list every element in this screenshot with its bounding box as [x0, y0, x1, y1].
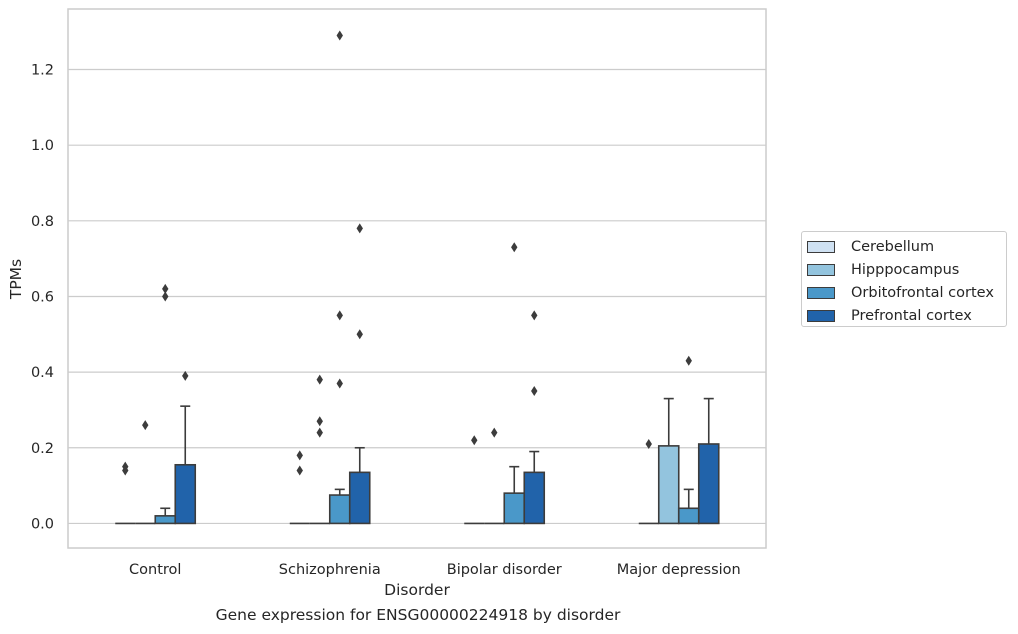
outlier-point — [336, 378, 343, 389]
y-tick-label: 1.0 — [31, 138, 54, 154]
y-tick-label: 0.6 — [31, 289, 54, 305]
bars — [115, 443, 720, 525]
legend-item-cerebellum: Cerebellum — [807, 235, 1006, 258]
outlier-point — [511, 242, 518, 253]
outlier-point — [491, 427, 498, 438]
bar — [657, 445, 680, 525]
outlier-point — [356, 223, 363, 234]
y-axis-title: TPMs — [7, 259, 25, 300]
legend-swatch-hippocampus — [807, 263, 835, 276]
legend: Cerebellum Hipppocampus Orbitofrontal co… — [801, 231, 1007, 327]
outlier-point — [182, 370, 189, 381]
outlier-point — [122, 461, 129, 472]
outliers — [122, 30, 692, 476]
y-tick-label: 0.4 — [31, 365, 54, 381]
outlier-point — [356, 329, 363, 340]
outlier-point — [471, 435, 478, 446]
bar — [523, 471, 546, 525]
bar — [697, 443, 720, 525]
outlier-point — [685, 355, 692, 366]
legend-item-prefrontal-cortex: Prefrontal cortex — [807, 304, 1006, 327]
bar — [503, 492, 526, 525]
outlier-point — [336, 30, 343, 41]
whiskers — [160, 397, 714, 516]
legend-label: Cerebellum — [851, 238, 935, 255]
x-tick-label: Bipolar disorder — [447, 562, 562, 578]
chart-title: Gene expression for ENSG00000224918 by d… — [215, 606, 621, 624]
x-tick-labels: Control Schizophrenia Bipolar disorder Majo… — [129, 562, 741, 578]
outlier-point — [336, 310, 343, 321]
outlier-point — [142, 420, 149, 431]
bar — [328, 494, 351, 525]
x-tick-label: Control — [129, 562, 181, 578]
legend-label: Hipppocampus — [851, 261, 960, 278]
outlier-point — [162, 291, 169, 302]
legend-item-orbitofrontal-cortex: Orbitofrontal cortex — [807, 281, 1006, 304]
outlier-point — [316, 374, 323, 385]
outlier-point — [296, 450, 303, 461]
gridlines — [68, 68, 766, 525]
y-tick-label: 0.2 — [31, 441, 54, 457]
outlier-point — [316, 416, 323, 427]
legend-swatch-orbitofrontal-cortex — [807, 286, 835, 299]
outlier-point — [162, 283, 169, 294]
y-tick-label: 1.2 — [31, 63, 54, 79]
outlier-point — [296, 465, 303, 476]
outlier-point — [531, 386, 538, 397]
y-tick-label: 0.0 — [31, 516, 54, 532]
bar — [174, 463, 197, 525]
y-tick-labels: 0.0 0.2 0.4 0.6 0.8 1.0 1.2 — [31, 63, 54, 533]
legend-label: Orbitofrontal cortex — [851, 284, 994, 301]
outlier-point — [316, 427, 323, 438]
x-axis-title: Disorder — [384, 581, 450, 599]
y-tick-label: 0.8 — [31, 214, 54, 230]
plot-frame — [67, 8, 767, 549]
bar — [154, 515, 177, 525]
x-tick-label: Major depression — [617, 562, 741, 578]
outlier-point — [645, 438, 652, 449]
x-tick-label: Schizophrenia — [279, 562, 381, 578]
legend-swatch-cerebellum — [807, 240, 835, 253]
legend-swatch-prefrontal-cortex — [807, 309, 835, 322]
legend-label: Prefrontal cortex — [851, 307, 972, 324]
bar — [677, 507, 700, 525]
legend-item-hippocampus: Hipppocampus — [807, 258, 1006, 281]
outlier-point — [531, 310, 538, 321]
bar — [348, 471, 371, 525]
